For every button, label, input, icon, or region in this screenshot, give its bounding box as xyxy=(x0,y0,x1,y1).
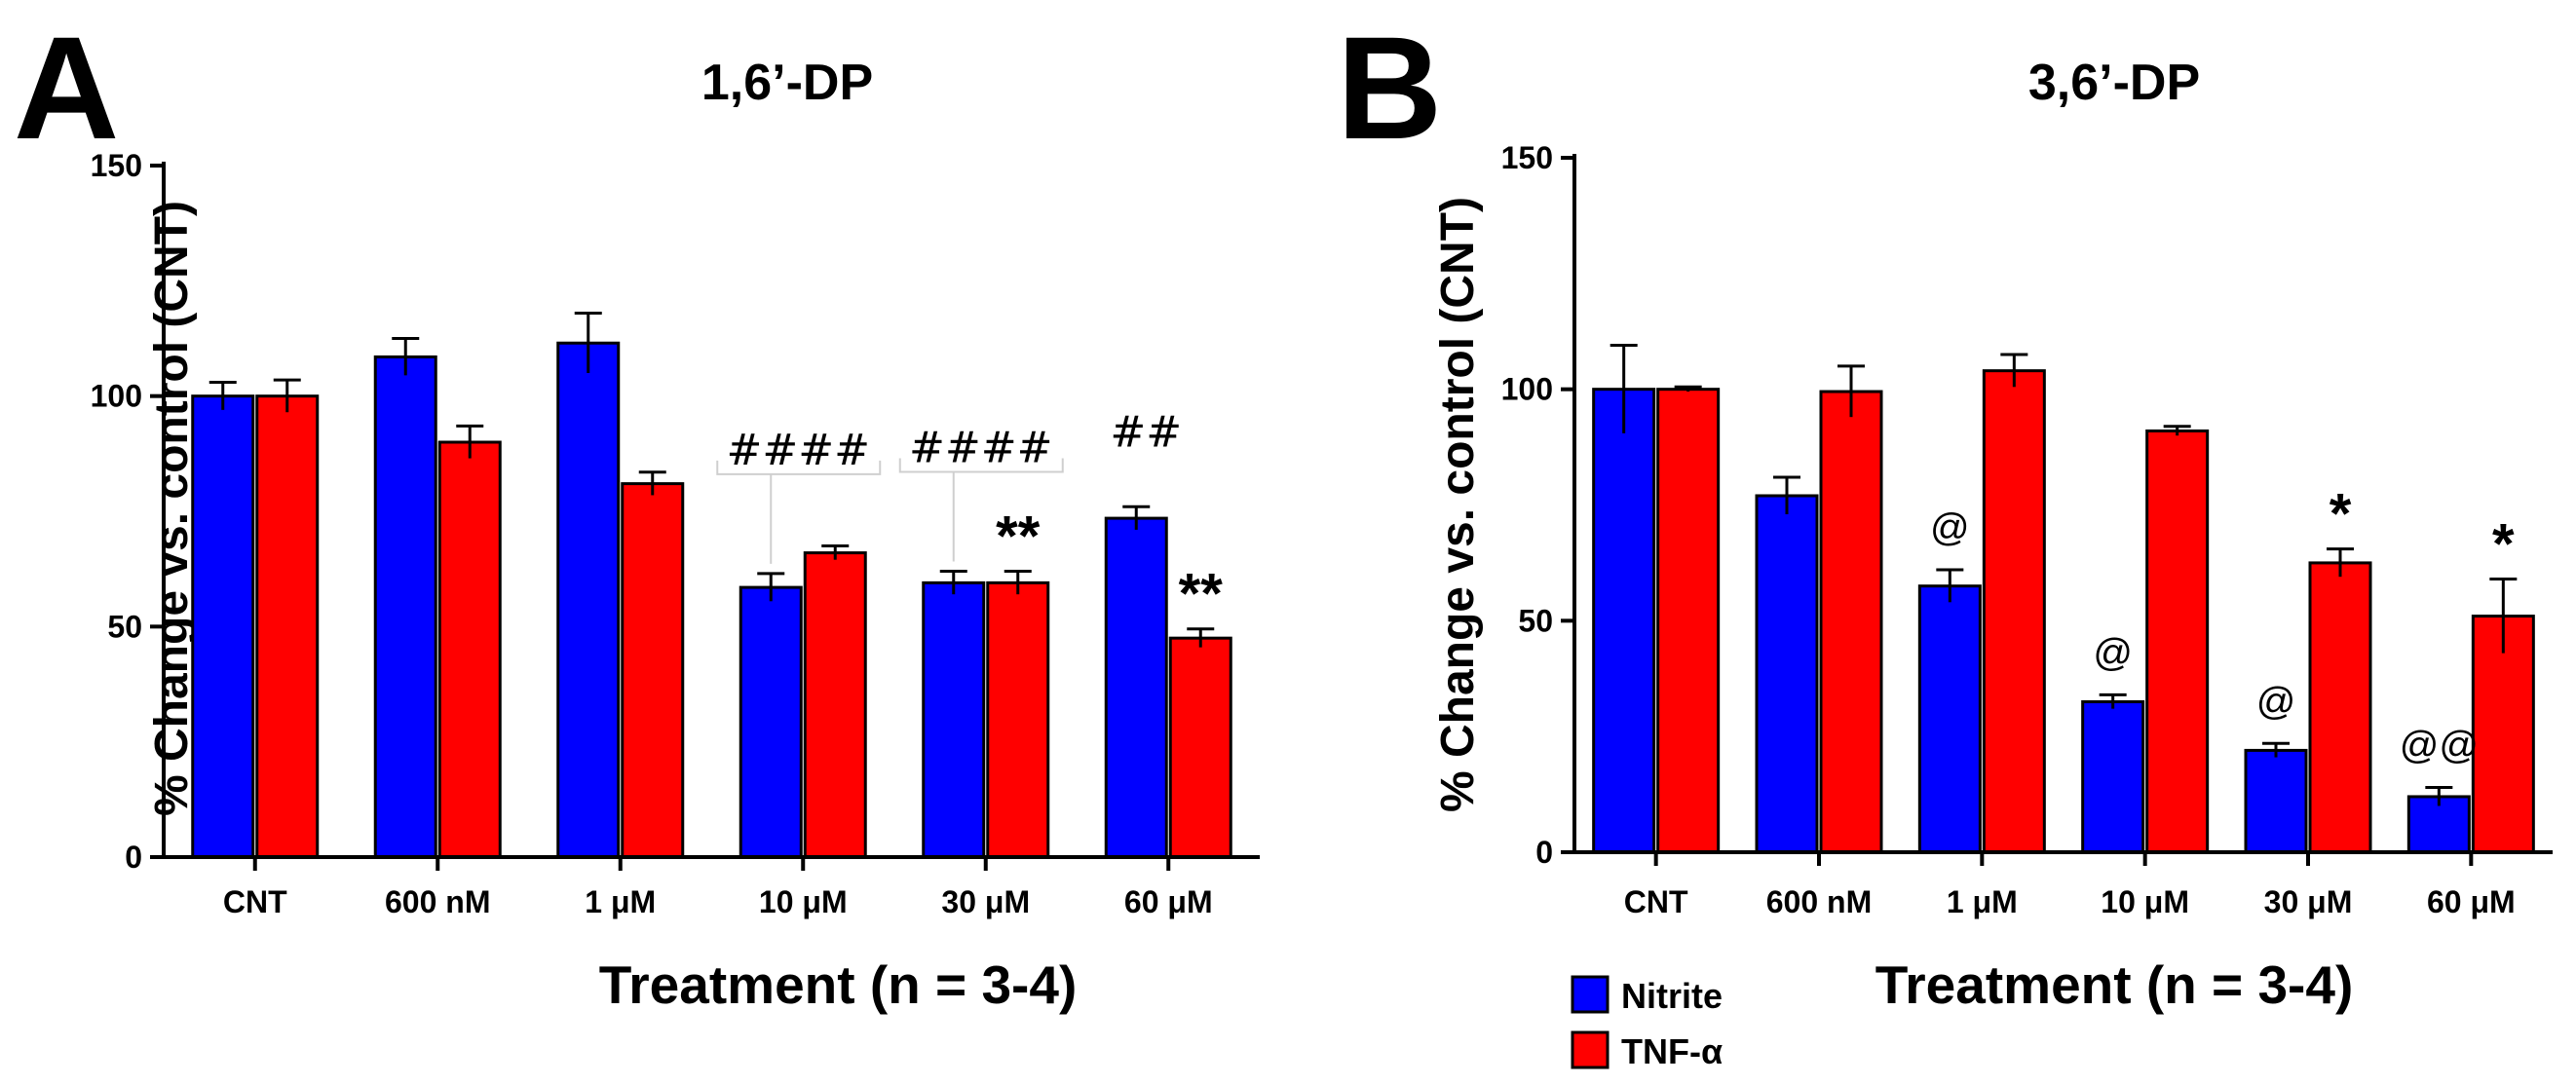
bar-nitrite xyxy=(924,582,984,857)
panel-letter: B xyxy=(1337,6,1442,169)
x-tick-label: 1 μM xyxy=(1947,884,2018,919)
bar-tnf xyxy=(257,396,318,857)
y-tick-label: 150 xyxy=(1501,140,1553,175)
bar-nitrite xyxy=(2083,702,2143,852)
legend-swatch-nitrite xyxy=(1572,977,1608,1012)
bar-tnf xyxy=(1984,371,2044,852)
bar-nitrite xyxy=(1919,586,1980,852)
chart-title: 1,6’-DP xyxy=(701,55,873,111)
x-tick-label: 600 nM xyxy=(385,884,490,919)
bar-nitrite xyxy=(2246,750,2306,852)
legend-label-nitrite: Nitrite xyxy=(1621,976,1723,1016)
x-tick-label: 10 μM xyxy=(2101,884,2189,919)
x-tick-label: 30 μM xyxy=(941,884,1030,919)
y-axis-label: % Change vs. control (CNT) xyxy=(146,201,198,816)
bar-tnf xyxy=(439,442,500,857)
bar-tnf xyxy=(1170,638,1231,857)
panel-letter: A xyxy=(14,6,119,169)
x-tick-label: CNT xyxy=(223,884,287,919)
significance-annotation: @@ xyxy=(2400,724,2479,767)
y-tick-label: 0 xyxy=(1535,835,1553,870)
x-tick-label: 10 μM xyxy=(759,884,848,919)
x-tick-label: CNT xyxy=(1624,884,1688,919)
y-tick-label: 150 xyxy=(91,148,142,183)
chart-title: 3,6’-DP xyxy=(2028,55,2200,111)
chart-panel-b: B 3,6’-DP % Change vs. control (CNT) Treatm… xyxy=(1337,6,2553,1015)
significance-annotation: ## xyxy=(1110,407,1182,457)
bar-nitrite xyxy=(558,343,619,857)
significance-annotation: ** xyxy=(1179,563,1224,626)
significance-annotation: ** xyxy=(996,505,1041,569)
significance-annotation: * xyxy=(2492,513,2515,577)
y-tick-label: 100 xyxy=(1501,372,1553,407)
significance-annotation: @ xyxy=(2256,680,2296,723)
y-tick-label: 100 xyxy=(91,379,142,414)
legend-swatch-tnf xyxy=(1572,1032,1608,1067)
x-tick-label: 60 μM xyxy=(2427,884,2516,919)
y-axis-label: % Change vs. control (CNT) xyxy=(1432,197,1484,812)
bar-nitrite xyxy=(1594,390,1654,852)
significance-annotation: #### xyxy=(727,426,870,475)
x-tick-label: 60 μM xyxy=(1124,884,1213,919)
legend-label-tnf: TNF-α xyxy=(1621,1031,1723,1071)
bar-tnf xyxy=(2310,563,2370,852)
y-tick-label: 50 xyxy=(1518,603,1553,638)
x-tick-label: 1 μM xyxy=(585,884,656,919)
legend: Nitrite TNF-α xyxy=(1572,976,1723,1071)
chart-panel-a: A 1,6’-DP % Change vs. control (CNT) Treatm… xyxy=(14,6,1260,1015)
bar-tnf xyxy=(1658,390,1719,852)
bar-tnf xyxy=(988,582,1048,857)
bar-nitrite xyxy=(740,587,801,857)
significance-annotation: * xyxy=(2330,483,2352,546)
x-tick-label: 30 μM xyxy=(2264,884,2353,919)
bar-nitrite xyxy=(1106,518,1166,857)
bar-tnf xyxy=(1821,392,1881,852)
significance-annotation: @ xyxy=(1930,506,1970,549)
significance-annotation: #### xyxy=(909,424,1052,473)
x-axis-label: Treatment (n = 3-4) xyxy=(599,954,1078,1015)
bar-tnf xyxy=(2147,430,2208,852)
figure-canvas: A 1,6’-DP % Change vs. control (CNT) Treatm… xyxy=(0,0,2576,1085)
bar-nitrite xyxy=(193,396,253,857)
bar-tnf xyxy=(805,553,865,857)
x-tick-label: 600 nM xyxy=(1766,884,1872,919)
y-tick-label: 0 xyxy=(125,840,142,875)
x-axis-label: Treatment (n = 3-4) xyxy=(1875,954,2354,1015)
significance-annotation: @ xyxy=(2093,631,2133,674)
y-tick-label: 50 xyxy=(107,609,142,644)
bar-nitrite xyxy=(375,356,436,857)
bar-nitrite xyxy=(1757,496,1817,852)
bar-tnf xyxy=(623,484,683,857)
